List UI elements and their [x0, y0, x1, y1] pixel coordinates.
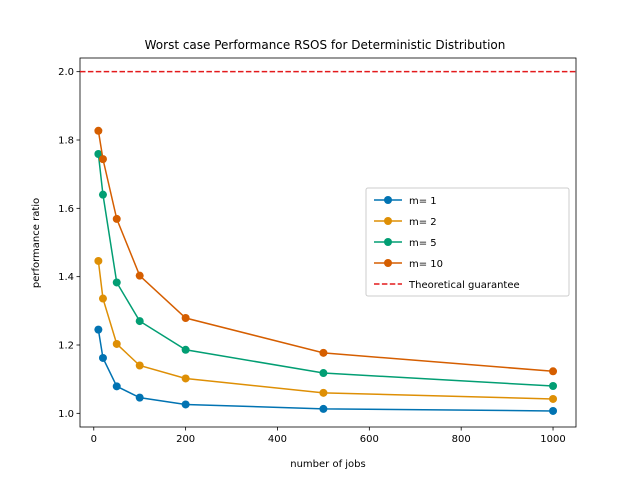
data-point	[112, 214, 121, 223]
x-tick-label: 800	[452, 434, 471, 445]
chart-title: Worst case Performance RSOS for Determin…	[145, 38, 506, 52]
data-point	[135, 393, 144, 402]
data-point	[94, 150, 103, 159]
data-point	[98, 294, 107, 303]
legend-label: m= 10	[409, 259, 443, 270]
y-tick-label: 1.2	[58, 341, 74, 352]
data-point	[98, 190, 107, 199]
legend-swatch-marker	[384, 196, 392, 204]
legend: m= 1 m= 2 m= 5 m= 10 Theoretical guarantee	[365, 187, 570, 297]
legend-swatch-marker	[384, 217, 392, 225]
y-tick-label: 2.0	[58, 67, 74, 78]
y-tick-label: 1.0	[58, 409, 74, 420]
axes-frame	[79, 57, 577, 428]
data-point	[98, 353, 107, 362]
data-point	[135, 361, 144, 370]
data-point	[549, 394, 558, 403]
data-point	[181, 400, 190, 409]
x-tick-label: 400	[268, 434, 287, 445]
legend-label: m= 2	[409, 217, 437, 228]
legend-swatch-marker	[384, 259, 392, 267]
data-point	[319, 388, 328, 397]
data-point	[549, 382, 558, 390]
data-point	[94, 126, 103, 135]
data-point	[112, 339, 121, 348]
x-axis-title: number of jobs	[290, 459, 365, 470]
data-point	[94, 256, 103, 265]
data-point	[181, 314, 190, 323]
data-point	[135, 317, 144, 326]
y-axis-title: performance ratio	[31, 198, 42, 288]
data-point	[98, 155, 107, 164]
x-tick-label: 200	[176, 434, 195, 445]
x-tick-label: 0	[91, 434, 97, 445]
data-point	[319, 369, 328, 378]
legend-label: m= 5	[409, 238, 437, 249]
data-point	[319, 348, 328, 357]
data-point	[112, 278, 121, 287]
data-point	[181, 345, 190, 354]
data-point	[549, 367, 558, 376]
x-tick-label: 600	[360, 434, 379, 445]
plot-area: 0 200 400 600 800 1000 1.0 1.2 1.4 1.6 1.8 2.0	[58, 57, 577, 445]
y-tick-label: 1.6	[58, 204, 74, 215]
data-point	[112, 382, 121, 391]
legend-swatch-marker	[384, 238, 392, 246]
data-point	[181, 374, 190, 383]
legend-label: Theoretical guarantee	[408, 280, 520, 291]
legend-box	[365, 187, 570, 297]
data-point	[94, 325, 103, 334]
data-point	[319, 404, 328, 413]
x-tick-label: 1000	[540, 434, 565, 445]
legend-label: m= 1	[409, 196, 437, 207]
data-point	[549, 406, 558, 415]
data-point	[135, 271, 144, 280]
y-tick-label: 1.4	[58, 272, 74, 283]
y-tick-label: 1.8	[58, 136, 74, 147]
